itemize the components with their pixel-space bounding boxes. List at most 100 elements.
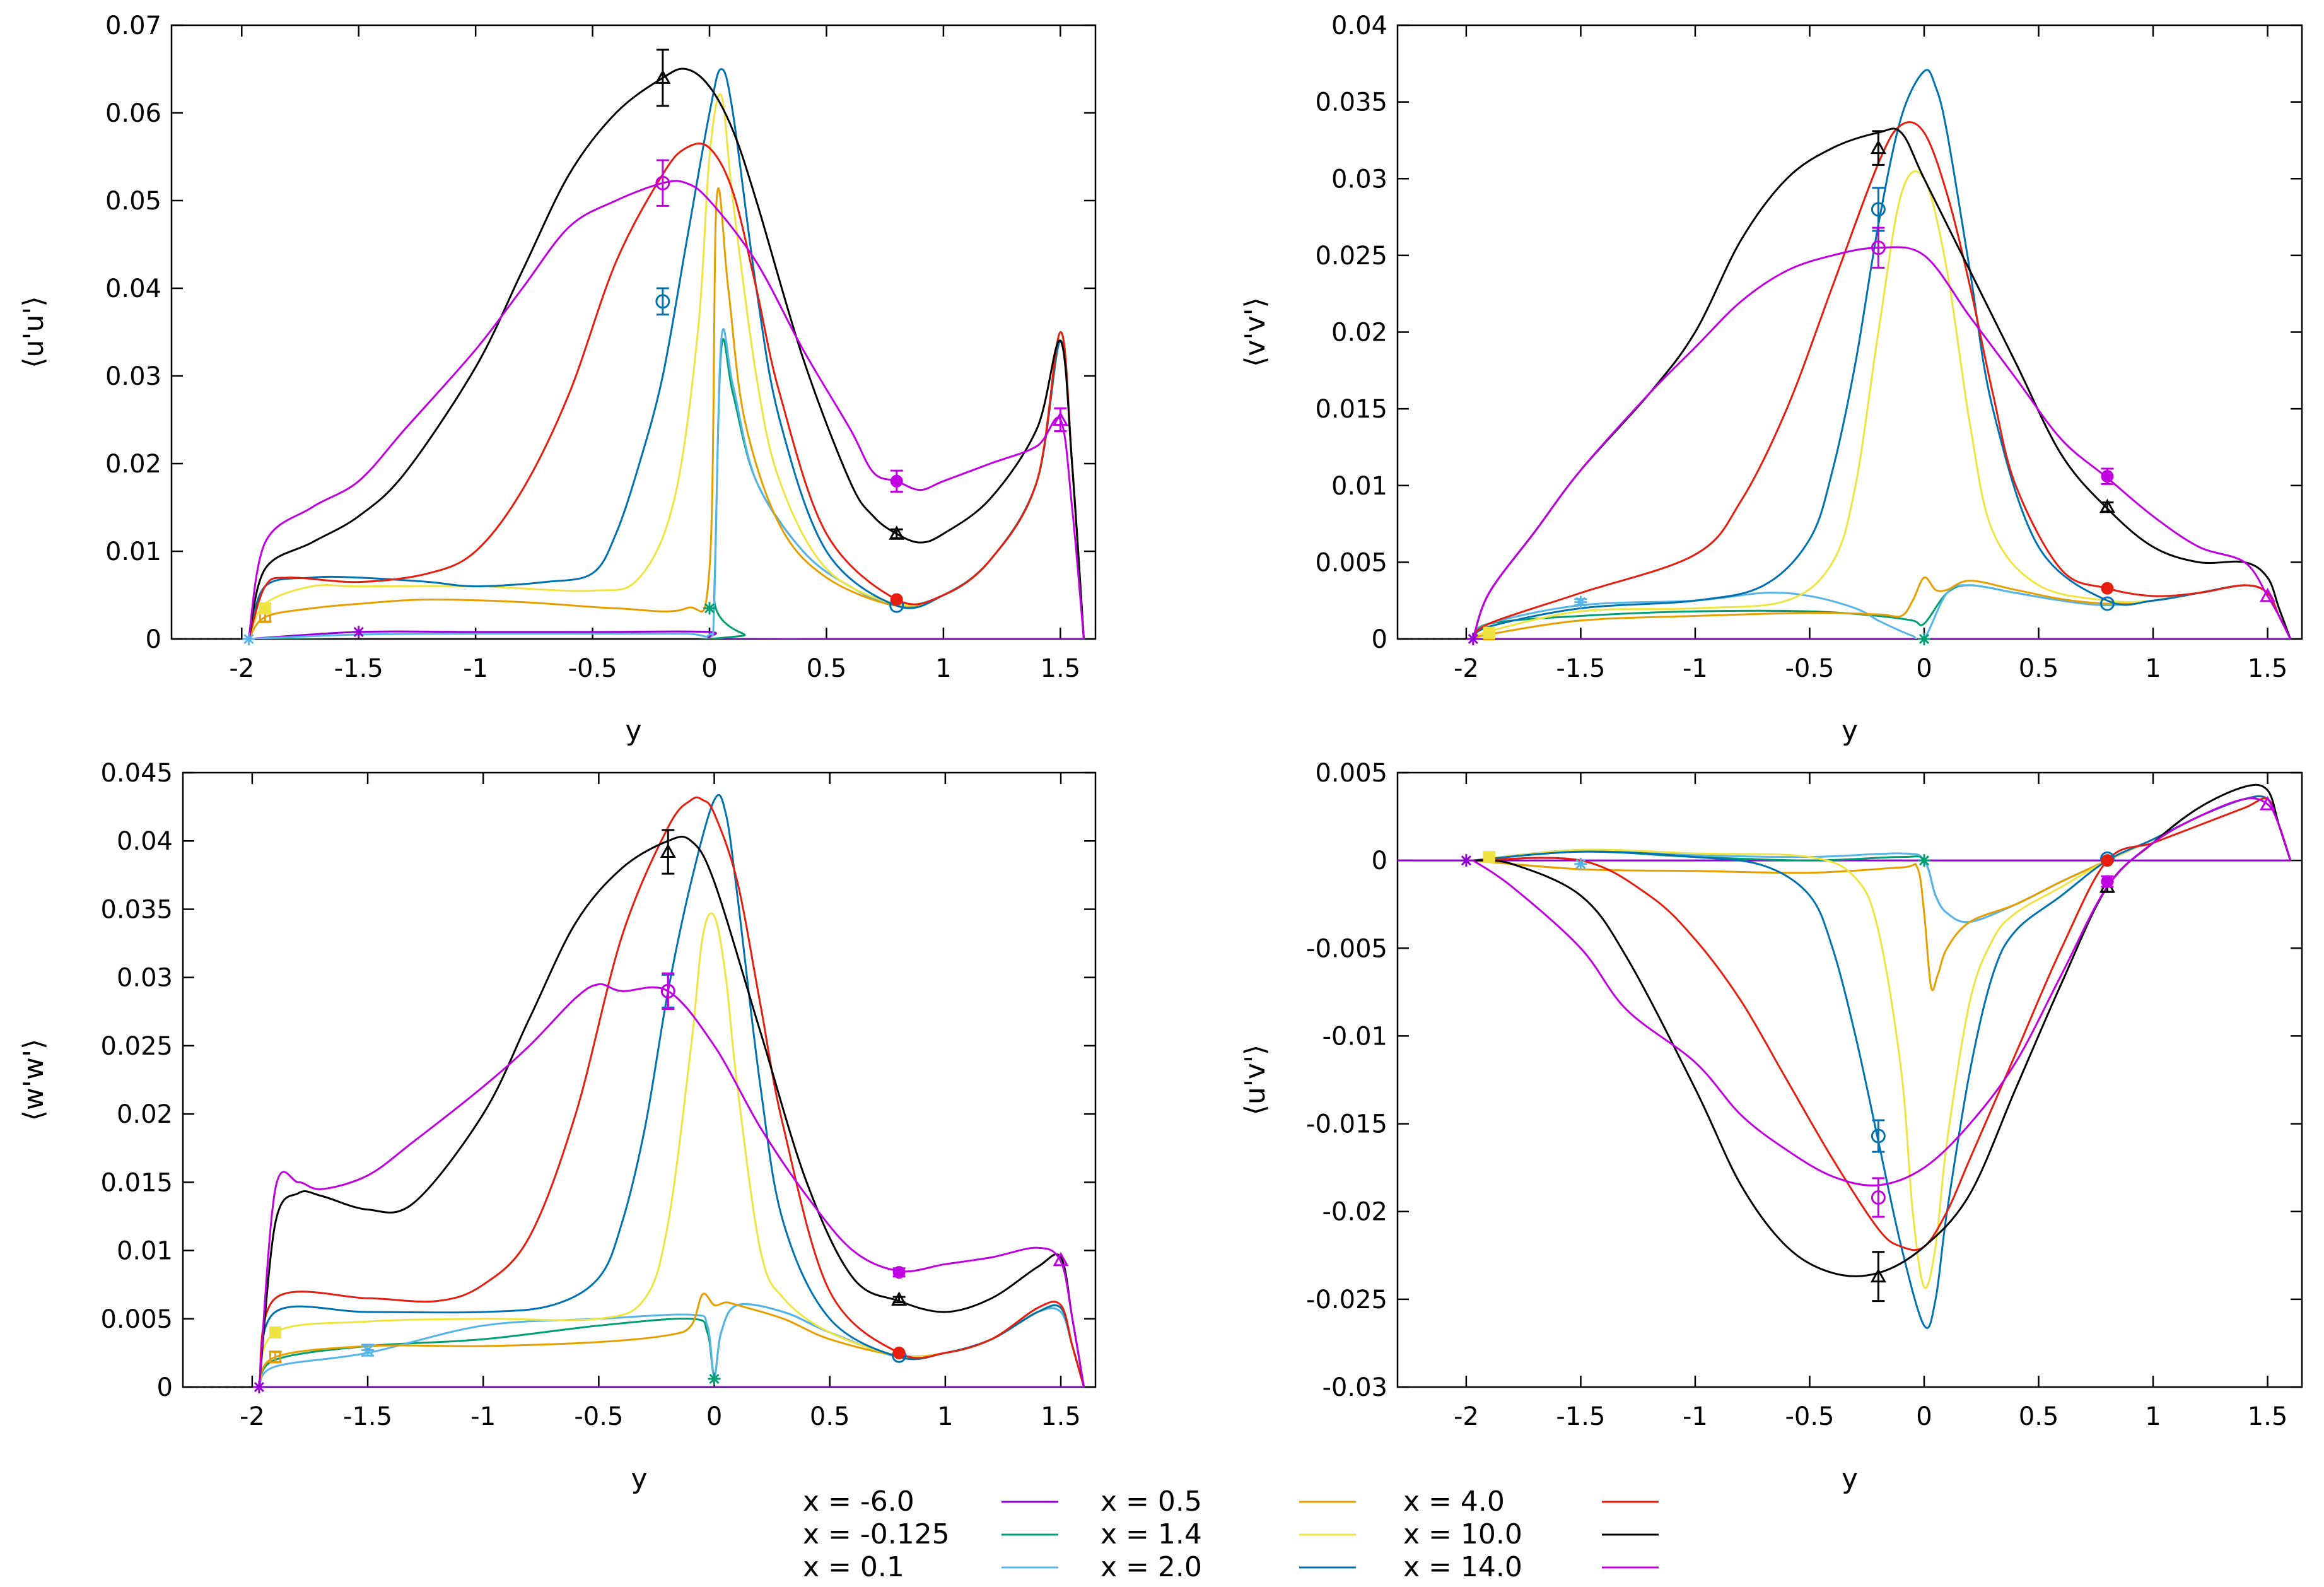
x-tick-label: -2 xyxy=(240,1402,265,1431)
y-axis-label: ⟨w'w'⟩ xyxy=(18,1039,50,1121)
series-line-x-0p125 xyxy=(1472,584,2292,639)
y-tick-label: 0.005 xyxy=(1315,548,1387,577)
plot-frame xyxy=(1396,771,2303,1388)
x-tick-label: -0.5 xyxy=(1785,1402,1834,1431)
x-tick-label: -1.5 xyxy=(334,654,383,683)
y-tick-label: -0.01 xyxy=(1323,1022,1388,1051)
series-group xyxy=(1398,783,2292,1329)
data-marker-x14p0 xyxy=(2259,587,2276,602)
data-marker-x-0p125 xyxy=(708,1373,721,1386)
x-tick-label: -2 xyxy=(1454,1402,1479,1431)
x-tick-label: 0 xyxy=(706,1402,722,1431)
data-marker-x0p1 xyxy=(361,1344,375,1357)
x-axis-label: y xyxy=(1842,715,1858,747)
data-marker-x10p0 xyxy=(1870,1251,1886,1303)
series-line-x10p0 xyxy=(1473,783,2292,1277)
legend-label: x = 14.0 xyxy=(1403,1551,1522,1583)
x-tick-label: -1.5 xyxy=(1556,654,1605,683)
data-marker-x14p0 xyxy=(2101,467,2114,485)
y-tick-label: 0.04 xyxy=(1331,11,1387,40)
data-marker-x-6p0 xyxy=(1466,633,1480,645)
marker-group xyxy=(1466,130,2276,645)
legend-label: x = -6.0 xyxy=(803,1485,914,1518)
y-tick-label: 0 xyxy=(157,1373,173,1402)
x-tick-label: -2 xyxy=(229,654,254,683)
y-axis-label: ⟨v'v'⟩ xyxy=(1239,297,1271,367)
series-line-x14p0 xyxy=(1472,246,2292,639)
plot-frame xyxy=(182,771,1097,1388)
legend-label: x = -0.125 xyxy=(803,1518,950,1550)
y-tick-label: 0.07 xyxy=(105,11,161,40)
series-line-x-6p0 xyxy=(248,630,1084,639)
data-marker-x2p0 xyxy=(655,287,670,316)
data-marker-x10p0 xyxy=(660,829,676,875)
y-tick-label: 0.04 xyxy=(105,274,161,303)
data-marker-x10p0 xyxy=(655,49,671,107)
x-tick-label: 0 xyxy=(1916,1402,1932,1431)
series-line-x1p4 xyxy=(248,93,1085,639)
x-tick-label: -2 xyxy=(1454,654,1479,683)
data-marker-x14p0 xyxy=(660,972,675,1010)
marker-group xyxy=(252,829,1069,1393)
data-marker-x14p0 xyxy=(1053,1251,1069,1267)
series-line-x0p1 xyxy=(1472,584,2292,639)
legend-label: x = 10.0 xyxy=(1403,1518,1522,1550)
x-tick-label: 0.5 xyxy=(807,654,847,683)
legend-entry: x = 2.0 xyxy=(1101,1551,1356,1583)
legend-label: x = 2.0 xyxy=(1101,1551,1202,1583)
x-tick-label: 0.5 xyxy=(810,1402,850,1431)
data-marker-x14p0 xyxy=(2259,796,2276,811)
x-tick-label: -0.5 xyxy=(568,654,617,683)
series-group xyxy=(1472,69,2292,639)
x-tick-label: -1 xyxy=(463,654,488,683)
series-line-x4p0 xyxy=(247,143,1085,639)
series-line-x0p5 xyxy=(1473,795,2292,992)
plot-frame xyxy=(1396,24,2303,640)
legend-label: x = 4.0 xyxy=(1403,1485,1505,1518)
y-tick-label: 0.02 xyxy=(117,1100,173,1129)
y-tick-label: 0.06 xyxy=(105,99,161,128)
data-marker-x10p0 xyxy=(1870,130,1886,166)
data-marker-x14p0 xyxy=(1871,1177,1886,1218)
series-line-x2p0 xyxy=(1472,69,2292,639)
data-marker-x4p0 xyxy=(892,1346,906,1359)
x-tick-label: -1 xyxy=(1683,654,1708,683)
panel-ww: -2 -1.5 -1 -0.5 0 0.5 1 1.5 0 0.005 0.01 0.015 0.02 0… xyxy=(18,759,1097,1495)
y-axis-label: ⟨u'v'⟩ xyxy=(1239,1045,1271,1115)
y-tick-label: 0.01 xyxy=(117,1237,173,1266)
data-marker-x-0p125 xyxy=(703,602,716,615)
x-tick-label: 1.5 xyxy=(2248,1402,2288,1431)
y-tick-label: 0.005 xyxy=(1315,759,1387,788)
series-line-x14p0 xyxy=(258,983,1085,1387)
data-marker-x14p0 xyxy=(655,159,670,207)
y-tick-label: 0 xyxy=(1372,625,1387,654)
y-tick-label: -0.03 xyxy=(1323,1373,1388,1402)
y-axis-label: ⟨u'u'⟩ xyxy=(18,296,50,368)
x-tick-label: -1 xyxy=(1683,1402,1708,1431)
data-marker-x14p0 xyxy=(890,469,903,493)
x-tick-label: -1 xyxy=(470,1402,496,1431)
data-marker-x10p0 xyxy=(889,525,905,540)
x-tick-label: 0 xyxy=(701,654,717,683)
data-marker-x4p0 xyxy=(890,593,903,606)
data-marker-x14p0 xyxy=(2101,875,2114,888)
data-marker-x2p0 xyxy=(1871,1119,1886,1153)
series-group xyxy=(258,794,1085,1387)
data-marker-x2p0 xyxy=(2099,596,2115,611)
y-tick-label: 0.015 xyxy=(1315,395,1387,424)
data-marker-x14p0 xyxy=(1871,226,1886,269)
series-line-x-0p125 xyxy=(1473,795,2292,923)
y-tick-label: 0.045 xyxy=(100,759,173,788)
x-axis-label: y xyxy=(631,1463,647,1495)
series-line-x0p1 xyxy=(248,328,1085,639)
y-tick-label: 0.005 xyxy=(100,1305,173,1334)
series-line-x4p0 xyxy=(1472,121,2292,639)
series-line-x14p0 xyxy=(1472,797,2292,1186)
x-tick-label: -1.5 xyxy=(343,1402,392,1431)
data-marker-x-6p0 xyxy=(1459,854,1473,867)
data-marker-x-6p0 xyxy=(352,625,365,638)
legend-entry: x = -0.125 xyxy=(803,1518,1058,1550)
data-marker-x4p0 xyxy=(2101,582,2114,595)
